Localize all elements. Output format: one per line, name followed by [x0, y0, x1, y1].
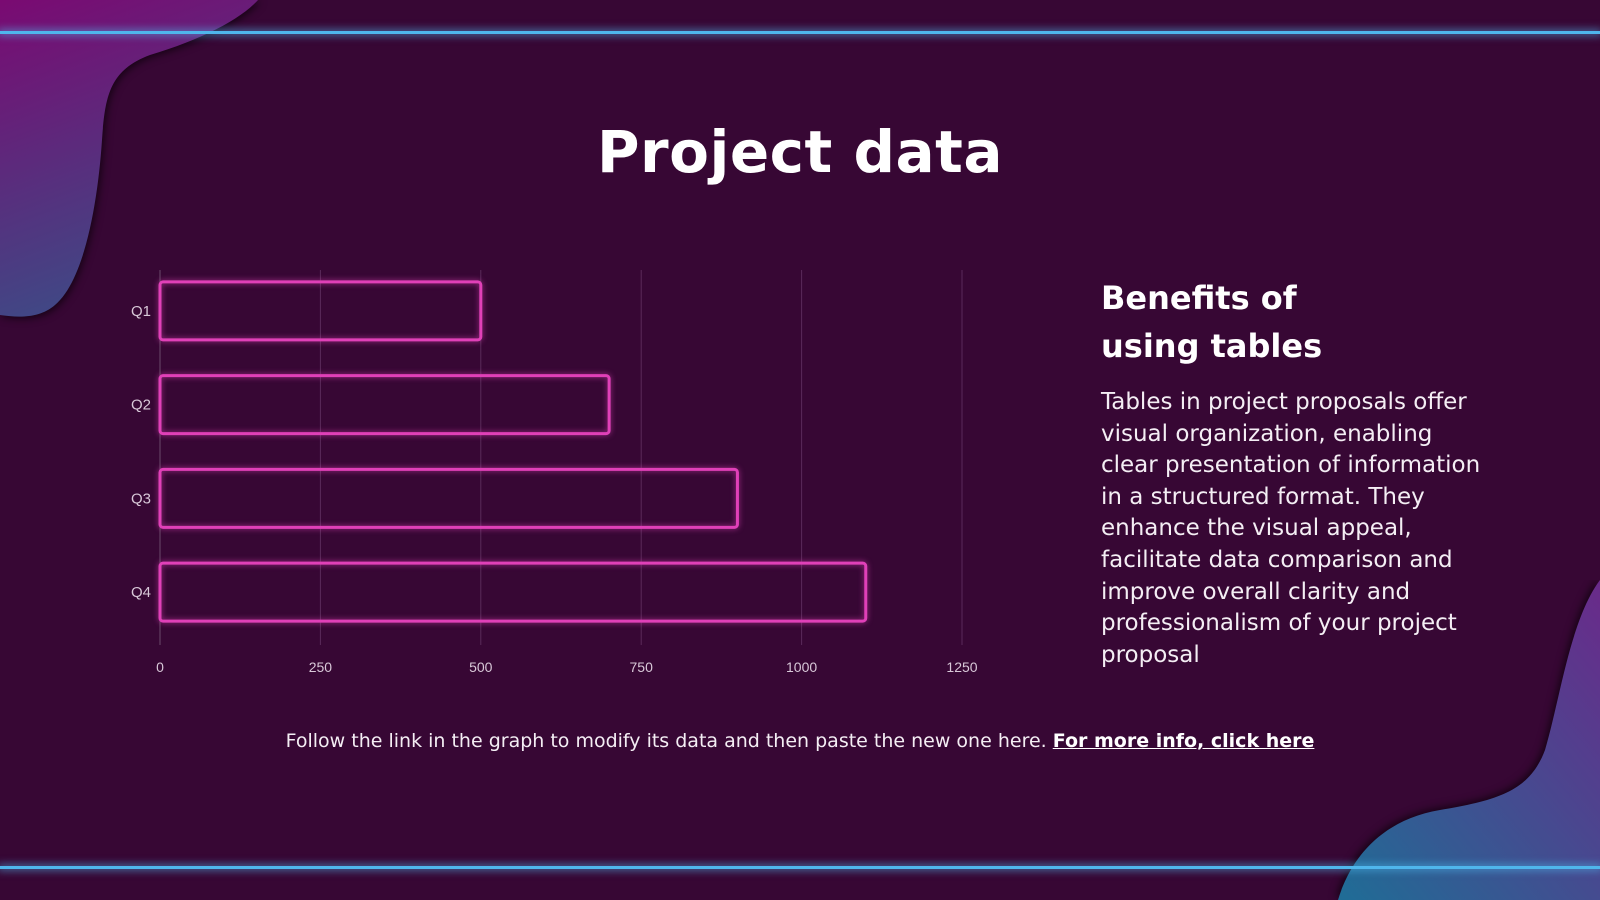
- x-tick-label: 250: [309, 659, 333, 675]
- benefits-heading: Benefits of using tables: [1101, 274, 1431, 370]
- y-category-label: Q1: [131, 303, 151, 320]
- y-category-label: Q2: [131, 397, 151, 414]
- more-info-link[interactable]: For more info, click here: [1052, 730, 1315, 752]
- heading-line-1: Benefits of: [1101, 279, 1297, 317]
- benefits-body: Tables in project proposals offer visual…: [1101, 389, 1481, 668]
- top-accent-line: [0, 31, 1600, 34]
- y-category-label: Q4: [131, 584, 151, 601]
- page-title: Project data: [597, 118, 1003, 186]
- x-tick-label: 1250: [946, 659, 977, 675]
- x-tick-label: 500: [469, 659, 493, 675]
- bar-chart: 0 250 500 750 1000 1250 Q1 Q2 Q3 Q4: [131, 270, 978, 675]
- bar-q1: [158, 280, 483, 342]
- bottom-accent-line: [0, 866, 1600, 869]
- decorative-blob-bottom-right: [1338, 580, 1600, 900]
- bar-q3: [158, 467, 739, 529]
- y-category-label: Q3: [131, 490, 151, 507]
- footer-note: Follow the link in the graph to modify i…: [0, 730, 1600, 752]
- x-tick-label: 0: [156, 659, 164, 675]
- heading-line-2: using tables: [1101, 327, 1323, 365]
- bar-q4: [158, 561, 868, 623]
- x-tick-label: 1000: [786, 659, 817, 675]
- decorative-blob-top-left: [0, 0, 258, 317]
- x-tick-label: 750: [630, 659, 654, 675]
- bar-q2: [158, 374, 611, 436]
- footer-text: Follow the link in the graph to modify i…: [285, 730, 1047, 752]
